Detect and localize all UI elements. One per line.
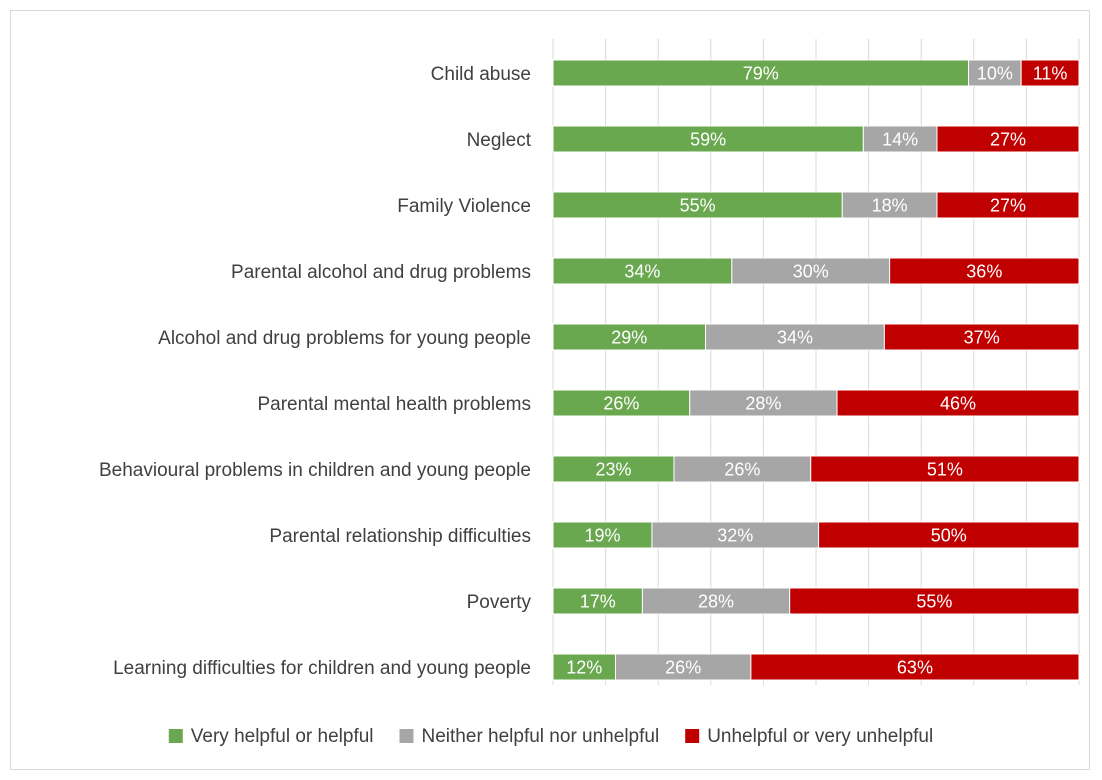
data-label: 27% <box>990 196 1026 216</box>
bar-segment <box>883 323 1080 351</box>
bar-segment <box>936 125 1080 153</box>
data-label: 37% <box>964 328 1000 348</box>
bar-segment <box>936 191 1080 219</box>
category-label: Parental alcohol and drug problems <box>231 262 531 283</box>
category-label: Child abuse <box>431 64 531 85</box>
bar-segment <box>818 521 1080 549</box>
bar-segment <box>841 191 938 219</box>
data-label: 34% <box>624 262 660 282</box>
data-label: 27% <box>990 130 1026 150</box>
bar-segment <box>889 257 1080 285</box>
category-label: Family Violence <box>397 196 531 217</box>
legend-label: Very helpful or helpful <box>191 726 374 747</box>
data-label: 14% <box>882 130 918 150</box>
legend: Very helpful or helpful Neither helpful n… <box>168 726 933 747</box>
category-label: Parental mental health problems <box>257 394 531 415</box>
bar-segment <box>705 323 885 351</box>
data-label: 26% <box>724 460 760 480</box>
bar-segment <box>836 389 1080 417</box>
legend-label: Unhelpful or very unhelpful <box>707 726 933 747</box>
data-label: 26% <box>603 394 639 414</box>
data-label: 29% <box>611 328 647 348</box>
bar-segment <box>651 521 820 549</box>
data-label: 59% <box>690 130 726 150</box>
bar-segment <box>673 455 812 483</box>
category-label: Neglect <box>467 130 532 151</box>
bar-segment <box>552 257 733 285</box>
category-label: Parental relationship difficulties <box>269 526 531 547</box>
category-labels: Child abuse Neglect Family Violence Parenta… <box>99 64 532 679</box>
data-label: 28% <box>745 394 781 414</box>
data-label: 23% <box>595 460 631 480</box>
data-label: 30% <box>793 262 829 282</box>
data-label: 32% <box>717 526 753 546</box>
bar-segment <box>614 653 752 681</box>
data-label: 50% <box>931 526 967 546</box>
category-label: Behavioural problems in children and you… <box>99 460 531 481</box>
legend-label: Neither helpful nor unhelpful <box>422 726 660 747</box>
data-label: 26% <box>665 658 701 678</box>
category-label: Alcohol and drug problems for young peop… <box>158 328 531 349</box>
data-label: 63% <box>897 658 933 678</box>
legend-swatch <box>685 729 700 743</box>
data-label: 55% <box>916 592 952 612</box>
data-label: 79% <box>743 64 779 84</box>
bar-segment <box>968 59 1022 87</box>
data-label: 10% <box>977 64 1013 84</box>
bar-segment <box>750 653 1080 681</box>
data-label: 34% <box>777 328 813 348</box>
bar-segment <box>552 323 707 351</box>
bars: 79% 10% 11% 59% 14% 27% 55% 18% 27% 34% 30% 36% 29% 3… <box>552 59 1080 681</box>
bar-segment <box>1020 59 1080 87</box>
bar-segment <box>552 59 970 87</box>
data-label: 11% <box>1033 64 1068 84</box>
data-label: 36% <box>966 262 1002 282</box>
category-label: Poverty <box>467 592 532 613</box>
legend-swatch <box>399 729 414 743</box>
bar-segment <box>789 587 1080 615</box>
data-label: 55% <box>680 196 716 216</box>
data-label: 12% <box>566 658 602 678</box>
data-label: 28% <box>698 592 734 612</box>
chart-frame: 79% 10% 11% 59% 14% 27% 55% 18% 27% 34% 30% 36% 29% 3… <box>10 10 1090 770</box>
stacked-bar-chart: 79% 10% 11% 59% 14% 27% 55% 18% 27% 34% 30% 36% 29% 3… <box>99 39 1080 747</box>
data-label: 19% <box>584 526 620 546</box>
data-label: 46% <box>940 394 976 414</box>
data-label: 18% <box>872 196 908 216</box>
data-label: 51% <box>927 460 963 480</box>
data-label: 17% <box>580 592 616 612</box>
bar-segment <box>862 125 938 153</box>
bar-segment <box>810 455 1080 483</box>
legend-swatch <box>168 729 183 743</box>
bar-segment <box>689 389 838 417</box>
category-label: Learning difficulties for children and y… <box>113 658 531 679</box>
